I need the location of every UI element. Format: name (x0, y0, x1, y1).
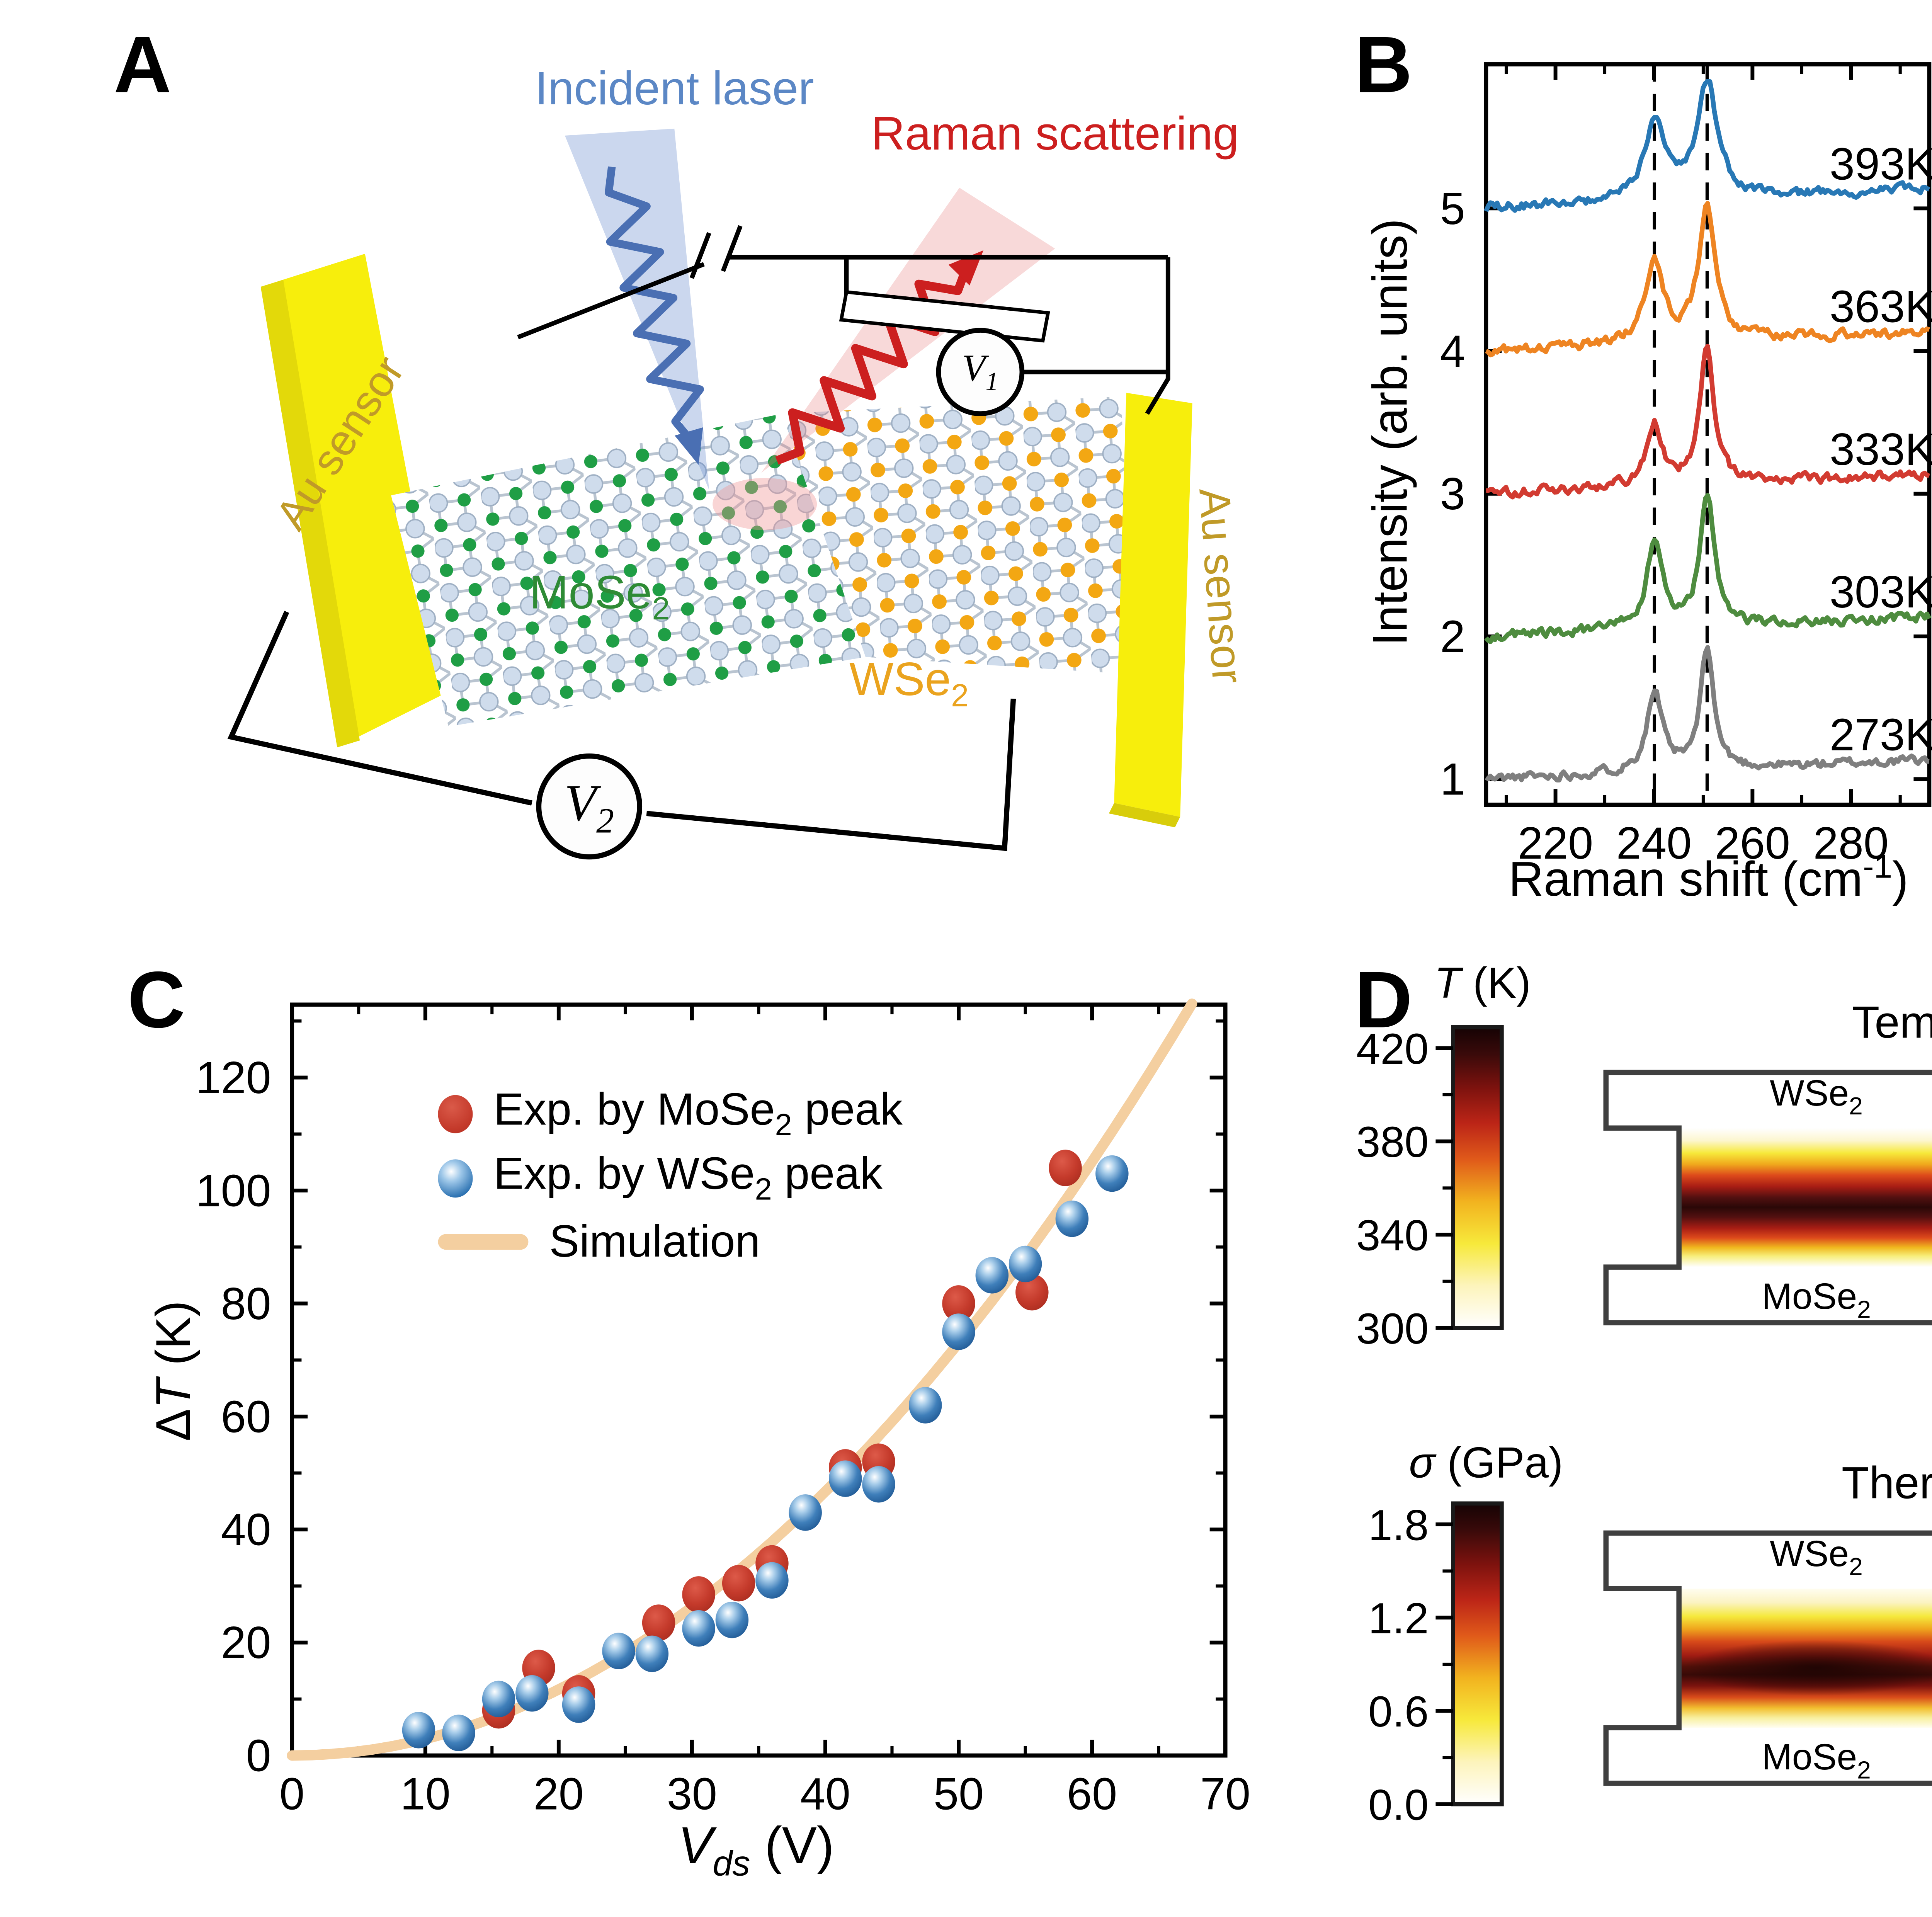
svg-text:303K: 303K (1830, 566, 1932, 617)
svg-text:220: 220 (1518, 818, 1593, 868)
svg-text:30: 30 (667, 1769, 717, 1819)
svg-text:240: 240 (1616, 818, 1692, 868)
deltaT-vs-Vds-plot: 0 10 20 30 40 50 60 70 0 20 40 60 80 100 120 (196, 998, 1250, 1819)
svg-text:1.2: 1.2 (1368, 1594, 1429, 1643)
voltmeter-v2-circle (536, 753, 643, 860)
laser-spot-glow (713, 478, 817, 530)
device-top-material-label: WSe2 (1770, 1074, 1863, 1122)
voltmeter-v1-label: V1 (962, 346, 999, 397)
svg-text:5: 5 (1440, 183, 1465, 234)
mose2-label: MoSe2 (529, 566, 670, 627)
svg-text:60: 60 (221, 1391, 271, 1442)
svg-text:340: 340 (1356, 1211, 1429, 1260)
device-schematic (227, 128, 1192, 860)
svg-text:380: 380 (1356, 1118, 1429, 1166)
stress-colorbar: 1.8 1.2 0.6 0.0 (1368, 1500, 1504, 1829)
vds-x-axis-label: Vds (V) (678, 1818, 834, 1884)
svg-text:4: 4 (1440, 326, 1465, 376)
stress-map-title: Thermal stress distribution (1841, 1456, 1932, 1509)
temperature-colorbar: 420 380 340 300 (1356, 1024, 1504, 1353)
temperature-map-title: Temperature distribution (1852, 996, 1932, 1048)
panel-b-label: B (1354, 19, 1413, 110)
svg-text:10: 10 (400, 1769, 451, 1819)
svg-text:0.0: 0.0 (1368, 1781, 1429, 1829)
svg-text:3: 3 (1440, 468, 1465, 519)
legend-item-mose2: Exp. by MoSe2 peak (438, 1081, 903, 1145)
svg-text:300: 300 (1356, 1304, 1429, 1353)
temperature-colorbar-title: T (K) (1434, 959, 1531, 1008)
blue-sphere-marker (438, 1158, 473, 1197)
svg-text:20: 20 (534, 1769, 584, 1819)
svg-text:40: 40 (800, 1769, 850, 1819)
svg-text:40: 40 (221, 1504, 271, 1555)
incident-photon-arrow (605, 166, 704, 465)
panel-d-label: D (1354, 954, 1413, 1045)
spectra-x-axis-label: Raman shift (cm-1) (1509, 850, 1909, 906)
wse2-label: WSe2 (849, 653, 969, 713)
stress-gradient-map (1603, 1530, 1932, 1786)
temperature-gradient-map (1603, 1070, 1932, 1325)
svg-text:1: 1 (1440, 754, 1465, 805)
svg-text:0: 0 (246, 1730, 271, 1781)
stress-colorbar-title: σ (GPa) (1409, 1439, 1563, 1488)
legend-item-simulation: Simulation (438, 1210, 903, 1274)
svg-text:70: 70 (1200, 1769, 1250, 1819)
svg-text:20: 20 (221, 1617, 271, 1668)
svg-text:80: 80 (221, 1278, 271, 1329)
chart-legend: Exp. by MoSe2 peak Exp. by WSe2 peak Sim… (438, 1081, 903, 1274)
panel-c-label: C (128, 954, 185, 1045)
svg-text:100: 100 (196, 1165, 271, 1216)
svg-text:273K: 273K (1830, 709, 1932, 760)
raman-spectra-plot: 220 240 260 280 1 2 3 4 5 273K 303K 333K 363K 393K (1440, 62, 1932, 868)
temperature-heatmap-device: WSe2 MoSe2 (1599, 1065, 1932, 1330)
svg-text:60: 60 (1067, 1769, 1117, 1819)
svg-text:2: 2 (1440, 611, 1465, 662)
voltmeter-v1-circle (936, 328, 1025, 416)
raman-scattering-label: Raman scattering (871, 107, 1239, 160)
svg-text:420: 420 (1356, 1024, 1429, 1073)
red-dot-marker (438, 1094, 473, 1133)
svg-text:0.6: 0.6 (1368, 1687, 1429, 1736)
svg-text:120: 120 (196, 1052, 271, 1103)
v2-circuit-wires (227, 611, 1016, 851)
legend-item-wse2: Exp. by WSe2 peak (438, 1145, 903, 1209)
voltmeter-v2-label: V2 (564, 775, 614, 842)
au-electrode-right (1109, 393, 1192, 828)
panel-a-label: A (114, 19, 172, 110)
resistor-box (839, 290, 1050, 343)
incident-laser-beam (565, 128, 709, 490)
svg-text:280: 280 (1813, 818, 1889, 868)
svg-text:1.8: 1.8 (1368, 1500, 1429, 1549)
simulation-line-marker (438, 1234, 529, 1250)
stress-heatmap-device: WSe2 MoSe2 (1599, 1526, 1932, 1790)
wse2-lattice (782, 396, 1133, 675)
device-bottom-material-label: MoSe2 (1762, 1738, 1871, 1786)
au-electrode-left (260, 253, 449, 748)
svg-text:333K: 333K (1830, 424, 1932, 475)
incident-laser-label: Incident laser (535, 62, 814, 115)
svg-text:260: 260 (1715, 818, 1790, 868)
mose2-lattice (391, 413, 866, 727)
svg-text:0: 0 (279, 1769, 304, 1819)
svg-text:50: 50 (934, 1769, 984, 1819)
svg-text:363K: 363K (1830, 281, 1932, 332)
svg-text:393K: 393K (1830, 139, 1932, 189)
device-top-material-label: WSe2 (1770, 1534, 1863, 1582)
device-bottom-material-label: MoSe2 (1762, 1277, 1871, 1325)
